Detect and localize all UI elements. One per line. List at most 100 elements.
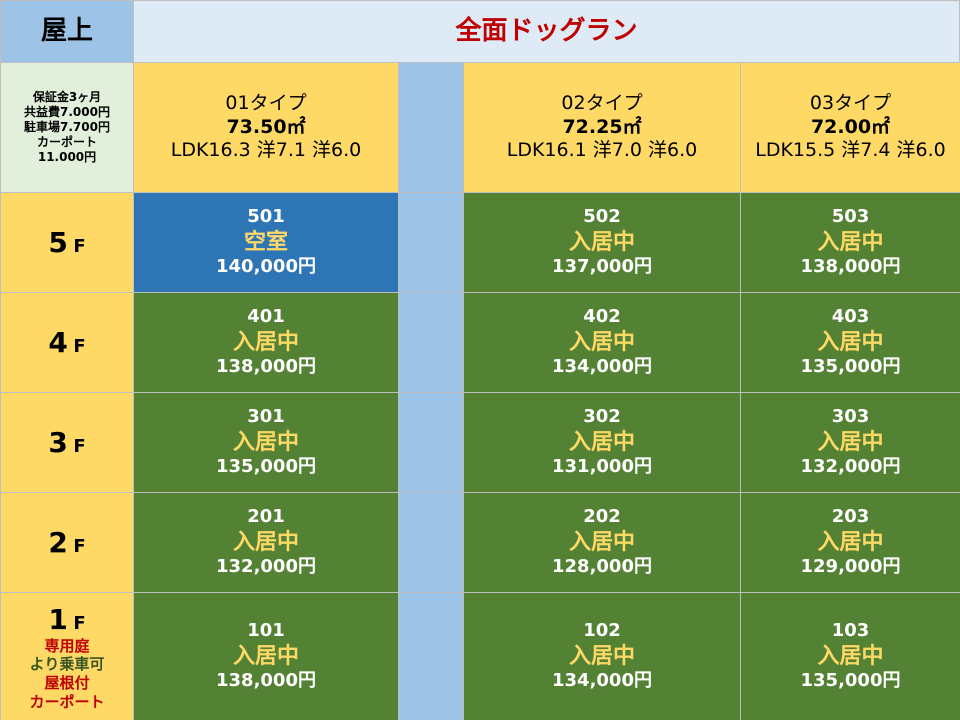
- floor-cell: 2 F: [0, 492, 134, 593]
- floor-note: より乗車可: [29, 655, 105, 674]
- room-price: 138,000円: [216, 670, 316, 692]
- unit-cell: 103 入居中 135,000円: [740, 592, 960, 720]
- unit-cell: 101 入居中 138,000円: [133, 592, 399, 720]
- room-price: 134,000円: [552, 356, 652, 378]
- term: 保証金3ヶ月: [32, 90, 102, 104]
- type-layout: LDK15.5 洋7.4 洋6.0: [755, 139, 946, 162]
- unit-cell: 302 入居中 131,000円: [463, 392, 741, 493]
- floor-label: 3 F: [48, 425, 85, 460]
- room-number: 303: [831, 406, 870, 428]
- floor-cell: 3 F: [0, 392, 134, 493]
- floor-note: カーポート: [29, 692, 105, 711]
- floor-number: 4: [48, 326, 68, 359]
- floor-label: 2 F: [48, 525, 85, 560]
- floor-note: 専用庭: [44, 636, 90, 655]
- unit-cell: 102 入居中 134,000円: [463, 592, 741, 720]
- gap-cell: [398, 62, 464, 193]
- room-price: 132,000円: [216, 556, 316, 578]
- type-area: 72.00㎡: [810, 115, 891, 138]
- floor-number: 3: [48, 426, 68, 459]
- room-status: 入居中: [817, 429, 884, 455]
- room-price: 137,000円: [552, 256, 652, 278]
- room-status: 入居中: [568, 643, 635, 669]
- type-cell: 02タイプ 72.25㎡ LDK16.1 洋7.0 洋6.0: [463, 62, 741, 193]
- type-layout: LDK16.1 洋7.0 洋6.0: [506, 139, 698, 162]
- room-status: 入居中: [568, 429, 635, 455]
- gap-cell: [398, 292, 464, 393]
- type-area: 72.25㎡: [562, 115, 642, 138]
- room-status: 入居中: [232, 529, 299, 555]
- floor-unit: F: [73, 436, 86, 457]
- floor-label: 4 F: [48, 325, 85, 360]
- type-name: 01タイプ: [225, 91, 307, 114]
- unit-cell: 501 空室 140,000円: [133, 192, 399, 293]
- room-number: 103: [831, 620, 870, 642]
- corner-label: 屋上: [40, 16, 93, 47]
- room-price: 138,000円: [800, 256, 901, 278]
- room-number: 203: [831, 506, 870, 528]
- room-status: 入居中: [232, 429, 299, 455]
- room-status: 入居中: [817, 529, 884, 555]
- floor-cell: 4 F: [0, 292, 134, 393]
- room-number: 101: [247, 620, 285, 642]
- unit-cell: 503 入居中 138,000円: [740, 192, 960, 293]
- gap-cell: [398, 392, 464, 493]
- title: 全面ドッグラン: [455, 16, 638, 47]
- term: 11.000円: [37, 150, 97, 164]
- floor-cell: 1 F 専用庭 より乗車可 屋根付 カーポート: [0, 592, 134, 720]
- type-layout: LDK16.3 洋7.1 洋6.0: [170, 139, 362, 162]
- room-number: 301: [247, 406, 285, 428]
- unit-cell: 301 入居中 135,000円: [133, 392, 399, 493]
- room-price: 129,000円: [800, 556, 901, 578]
- type-name: 03タイプ: [809, 91, 892, 114]
- unit-cell: 201 入居中 132,000円: [133, 492, 399, 593]
- room-status: 入居中: [568, 229, 635, 255]
- room-number: 501: [247, 206, 285, 228]
- room-status: 入居中: [232, 643, 299, 669]
- room-number: 402: [583, 306, 621, 328]
- floor-label: 5 F: [48, 225, 85, 260]
- room-number: 401: [247, 306, 285, 328]
- room-number: 202: [583, 506, 621, 528]
- room-price: 131,000円: [552, 456, 652, 478]
- floor-number: 2: [48, 526, 68, 559]
- room-price: 134,000円: [552, 670, 652, 692]
- floor-unit: F: [73, 336, 86, 357]
- term: 駐車場7.700円: [24, 120, 110, 134]
- unit-cell: 202 入居中 128,000円: [463, 492, 741, 593]
- room-price: 128,000円: [552, 556, 652, 578]
- info-cell: 保証金3ヶ月 共益費7.000円 駐車場7.700円 カーポート 11.000円: [0, 62, 134, 193]
- unit-cell: 203 入居中 129,000円: [740, 492, 960, 593]
- room-number: 503: [831, 206, 870, 228]
- gap-cell: [398, 592, 464, 720]
- room-status: 入居中: [568, 529, 635, 555]
- room-status: 入居中: [817, 329, 884, 355]
- room-status: 入居中: [817, 643, 884, 669]
- unit-cell: 303 入居中 132,000円: [740, 392, 960, 493]
- room-price: 138,000円: [216, 356, 316, 378]
- unit-cell: 403 入居中 135,000円: [740, 292, 960, 393]
- room-status: 入居中: [817, 229, 884, 255]
- term: 共益費7.000円: [24, 105, 110, 119]
- floor-unit: F: [73, 536, 86, 557]
- floor-unit: F: [73, 236, 86, 257]
- type-name: 02タイプ: [561, 91, 643, 114]
- room-number: 201: [247, 506, 285, 528]
- title-cell: 全面ドッグラン: [133, 0, 960, 63]
- type-cell: 01タイプ 73.50㎡ LDK16.3 洋7.1 洋6.0: [133, 62, 399, 193]
- floor-label: 1 F: [48, 602, 85, 637]
- room-price: 135,000円: [800, 670, 901, 692]
- type-area: 73.50㎡: [226, 115, 306, 138]
- room-number: 302: [583, 406, 621, 428]
- floor-note: 屋根付: [44, 674, 90, 692]
- floor-number: 1: [48, 602, 68, 636]
- room-status: 空室: [243, 229, 288, 255]
- room-price: 140,000円: [216, 256, 316, 278]
- room-number: 102: [583, 620, 621, 642]
- room-status: 入居中: [232, 329, 299, 355]
- room-number: 403: [831, 306, 870, 328]
- floor-cell: 5 F: [0, 192, 134, 293]
- type-cell: 03タイプ 72.00㎡ LDK15.5 洋7.4 洋6.0: [740, 62, 960, 193]
- unit-cell: 502 入居中 137,000円: [463, 192, 741, 293]
